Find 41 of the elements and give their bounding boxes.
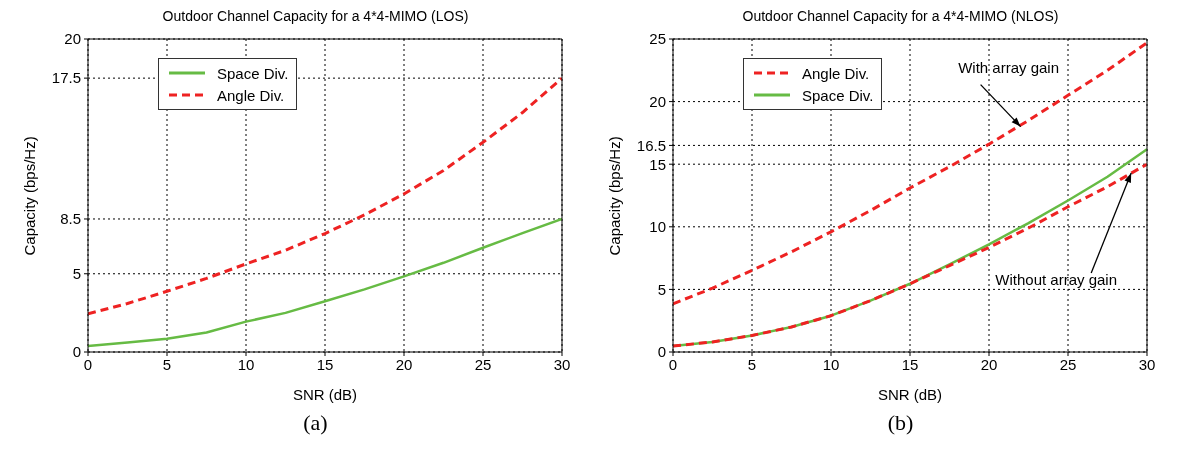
x-tick-label: 15 xyxy=(901,355,919,373)
x-tick-label: 5 xyxy=(162,355,172,373)
annotation: With array gain xyxy=(958,58,1060,76)
text: (a) xyxy=(302,410,329,436)
x-tick-label: 10 xyxy=(822,355,840,373)
y-tick-label: 5 xyxy=(72,265,81,283)
legend-label: Angle Div. xyxy=(217,86,285,104)
x-tick-label: 20 xyxy=(980,355,998,373)
y-tick-label: 8.5 xyxy=(60,210,81,228)
y-tick-label: 17.5 xyxy=(51,69,81,87)
x-tick-label: 25 xyxy=(1059,355,1077,373)
legend-label: Space Div. xyxy=(217,64,289,82)
y-tick-label: 20 xyxy=(64,30,81,48)
x-tick-label: 0 xyxy=(668,355,678,373)
y-tick-label: 16.5 xyxy=(636,136,666,154)
y-tick-label: 15 xyxy=(649,155,666,173)
x-axis-title: SNR (dB) xyxy=(292,386,358,403)
x-tick-label: 5 xyxy=(747,355,757,373)
x-axis-title: SNR (dB) xyxy=(877,386,943,403)
y-tick-label: 0 xyxy=(657,343,666,361)
x-tick-label: 15 xyxy=(316,355,334,373)
text: (b) xyxy=(886,410,915,436)
x-tick-label: 10 xyxy=(237,355,255,373)
y-tick-label: 10 xyxy=(649,218,666,236)
legend-label: Space Div. xyxy=(802,86,874,104)
legend-label: Angle Div. xyxy=(802,64,870,82)
x-tick-label: 30 xyxy=(1138,355,1156,373)
y-tick-label: 20 xyxy=(649,92,666,110)
y-axis-title: Capacity (bps/Hz) xyxy=(21,136,39,256)
x-tick-label: 20 xyxy=(395,355,413,373)
y-tick-label: 25 xyxy=(649,30,666,48)
x-tick-label: 0 xyxy=(83,355,93,373)
annotation: Without array gain xyxy=(995,270,1118,288)
x-tick-label: 30 xyxy=(553,355,571,373)
x-tick-label: 25 xyxy=(474,355,492,373)
y-tick-label: 5 xyxy=(657,280,666,298)
line-series xyxy=(88,217,562,348)
chart-title: Outdoor Channel Capacity for a 4*4-MIMO (LOS) xyxy=(161,8,470,26)
y-tick-label: 0 xyxy=(72,343,81,361)
chart-title: Outdoor Channel Capacity for a 4*4-MIMO (NLOS) xyxy=(741,8,1060,26)
y-axis-title: Capacity (bps/Hz) xyxy=(606,136,624,256)
